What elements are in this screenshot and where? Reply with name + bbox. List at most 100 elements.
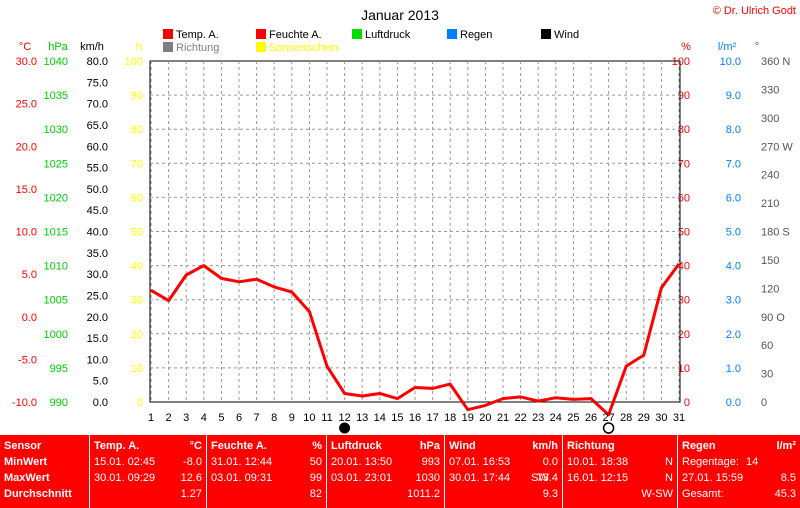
x-tick-label: 8	[271, 412, 277, 424]
x-tick-label: 18	[444, 412, 456, 424]
rain-header: Regen	[682, 440, 716, 452]
axis-tick-label: 25.0	[16, 99, 37, 111]
x-tick-label: 10	[303, 412, 315, 424]
x-tick-label: 4	[201, 412, 207, 424]
axis-tick-label: 995	[50, 363, 68, 375]
x-tick-label: 6	[236, 412, 242, 424]
x-tick-label: 14	[374, 412, 386, 424]
axis-tick-label: 40	[678, 261, 690, 273]
legend-swatch	[447, 29, 457, 39]
legend-label: Luftdruck	[365, 29, 411, 41]
axis-tick-label: 1015	[44, 227, 68, 239]
axis-tick-label: 70	[678, 158, 690, 170]
wind-min-value: 0.0	[542, 456, 558, 468]
x-tick-label: 15	[391, 412, 403, 424]
humidity-min-value: 50	[309, 456, 322, 468]
x-tick-label: 27	[602, 412, 614, 424]
axis-tick-label: 1005	[44, 295, 68, 307]
axis-tick-label: 40	[131, 261, 143, 273]
chart-marks	[150, 263, 681, 417]
axis-tick-label: 4.0	[726, 261, 741, 273]
x-tick-label: 9	[289, 412, 295, 424]
x-tick-label: 23	[532, 412, 544, 424]
axis-unit: hPa	[48, 41, 68, 53]
axis-tick-label: 1020	[44, 192, 68, 204]
axis-tick-label: 30.0	[16, 56, 37, 68]
stats-humidity-column: Feuchte A.% 31.01. 12:44 50 03.01. 09:31 9…	[207, 438, 326, 508]
axis-tick-label: 0.0	[726, 397, 741, 409]
humidity-min-time: 31.01. 12:44	[211, 456, 273, 468]
axis-tick-label: 1040	[44, 56, 68, 68]
rain-days-label: Regentage:	[682, 456, 739, 468]
axis-tick-label: 30	[761, 369, 773, 381]
x-tick-label: 20	[479, 412, 491, 424]
axis-unit: km/h	[80, 41, 104, 53]
x-tick-label: 29	[638, 412, 650, 424]
axis-tick-label: 10.0	[720, 56, 741, 68]
stats-direction-column: Richtung 10.01. 18:38 N 16.01. 12:15 N W-S…	[563, 438, 677, 508]
axis-tick-label: 70	[131, 158, 143, 170]
temp-min-time: 15.01. 02:45	[94, 456, 156, 468]
direction-header: Richtung	[567, 440, 615, 452]
axis-tick-label: 0.0	[22, 312, 37, 324]
axis-tick-label: 1010	[44, 261, 68, 273]
axis-tick-label: 60.0	[87, 141, 108, 153]
x-tick-label: 22	[514, 412, 526, 424]
x-tick-label: 12	[338, 412, 350, 424]
axis-tick-label: 5.0	[93, 376, 108, 388]
statistics-table: Sensor MinWert MaxWert Durchschnitt Temp…	[0, 435, 800, 508]
direction-max-time: 16.01. 12:15	[567, 472, 629, 484]
stats-temp-column: Temp. A. °C 15.01. 02:45 -8.0 30.01. 09:29…	[90, 438, 206, 508]
chart-title: Januar 2013	[361, 7, 439, 23]
axis-tick-label: 7.0	[726, 158, 741, 170]
axis-unit: °	[755, 41, 759, 53]
temp-unit: °C	[189, 440, 202, 452]
axis-tick-label: 20.0	[87, 312, 108, 324]
axis-tick-label: 80.0	[87, 56, 108, 68]
copyright-text: © Dr. Ulrich Godt	[713, 5, 796, 17]
wind-header: Wind	[449, 440, 476, 452]
axis-tick-label: 210	[761, 198, 779, 210]
axis-tick-label: 240	[761, 170, 779, 182]
legend-swatch	[352, 29, 362, 39]
rain-days-value: 14	[746, 456, 759, 468]
axis-tick-label: 180 S	[761, 227, 790, 239]
pressure-average: 1011.2	[407, 488, 440, 500]
legend-swatch	[163, 42, 173, 52]
legend-label: Regen	[460, 29, 492, 41]
min-label: MinWert	[4, 456, 48, 468]
axis-tick-label: 0	[137, 397, 143, 409]
axis-tick-label: 40.0	[87, 227, 108, 239]
axis-tick-label: 90	[131, 90, 143, 102]
axis-tick-label: 55.0	[87, 163, 108, 175]
axis-tick-label: 70.0	[87, 99, 108, 111]
axis-tick-label: 990	[50, 397, 68, 409]
axis-tick-label: 1000	[44, 329, 68, 341]
axis-tick-label: 5.0	[726, 227, 741, 239]
axis-tick-label: 100	[672, 56, 690, 68]
x-tick-label: 7	[254, 412, 260, 424]
axis-tick-label: 5.0	[22, 269, 37, 281]
humidity-max-time: 03.01. 09:31	[211, 472, 273, 484]
axis-tick-label: 1025	[44, 158, 68, 170]
pressure-min-time: 20.01. 13:50	[331, 456, 393, 468]
rain-total-value: 45.3	[774, 488, 796, 500]
axis-tick-label: 8.0	[726, 124, 741, 136]
pressure-max-value: 1030	[415, 472, 440, 484]
rain-max-time: 27.01. 15:59	[682, 472, 744, 484]
x-tick-label: 19	[462, 412, 474, 424]
axis-tick-label: 65.0	[87, 120, 108, 132]
axis-tick-label: 50	[678, 227, 690, 239]
legend-swatch	[541, 29, 551, 39]
temp-header: Temp. A.	[94, 440, 140, 452]
axis-tick-label: -5.0	[18, 354, 37, 366]
x-tick-label: 26	[585, 412, 597, 424]
temp-average: 1.27	[180, 488, 202, 500]
weather-chart: Januar 2013 © Dr. Ulrich Godt Temp. A. Fe…	[12, 5, 796, 434]
axis-tick-label: 15.0	[16, 184, 37, 196]
axis-tick-label: 1.0	[726, 363, 741, 375]
x-tick-label: 24	[550, 412, 562, 424]
direction-min-value: N	[665, 456, 673, 468]
axis-tick-label: 25.0	[87, 290, 108, 302]
sensor-header: Sensor	[4, 440, 42, 452]
